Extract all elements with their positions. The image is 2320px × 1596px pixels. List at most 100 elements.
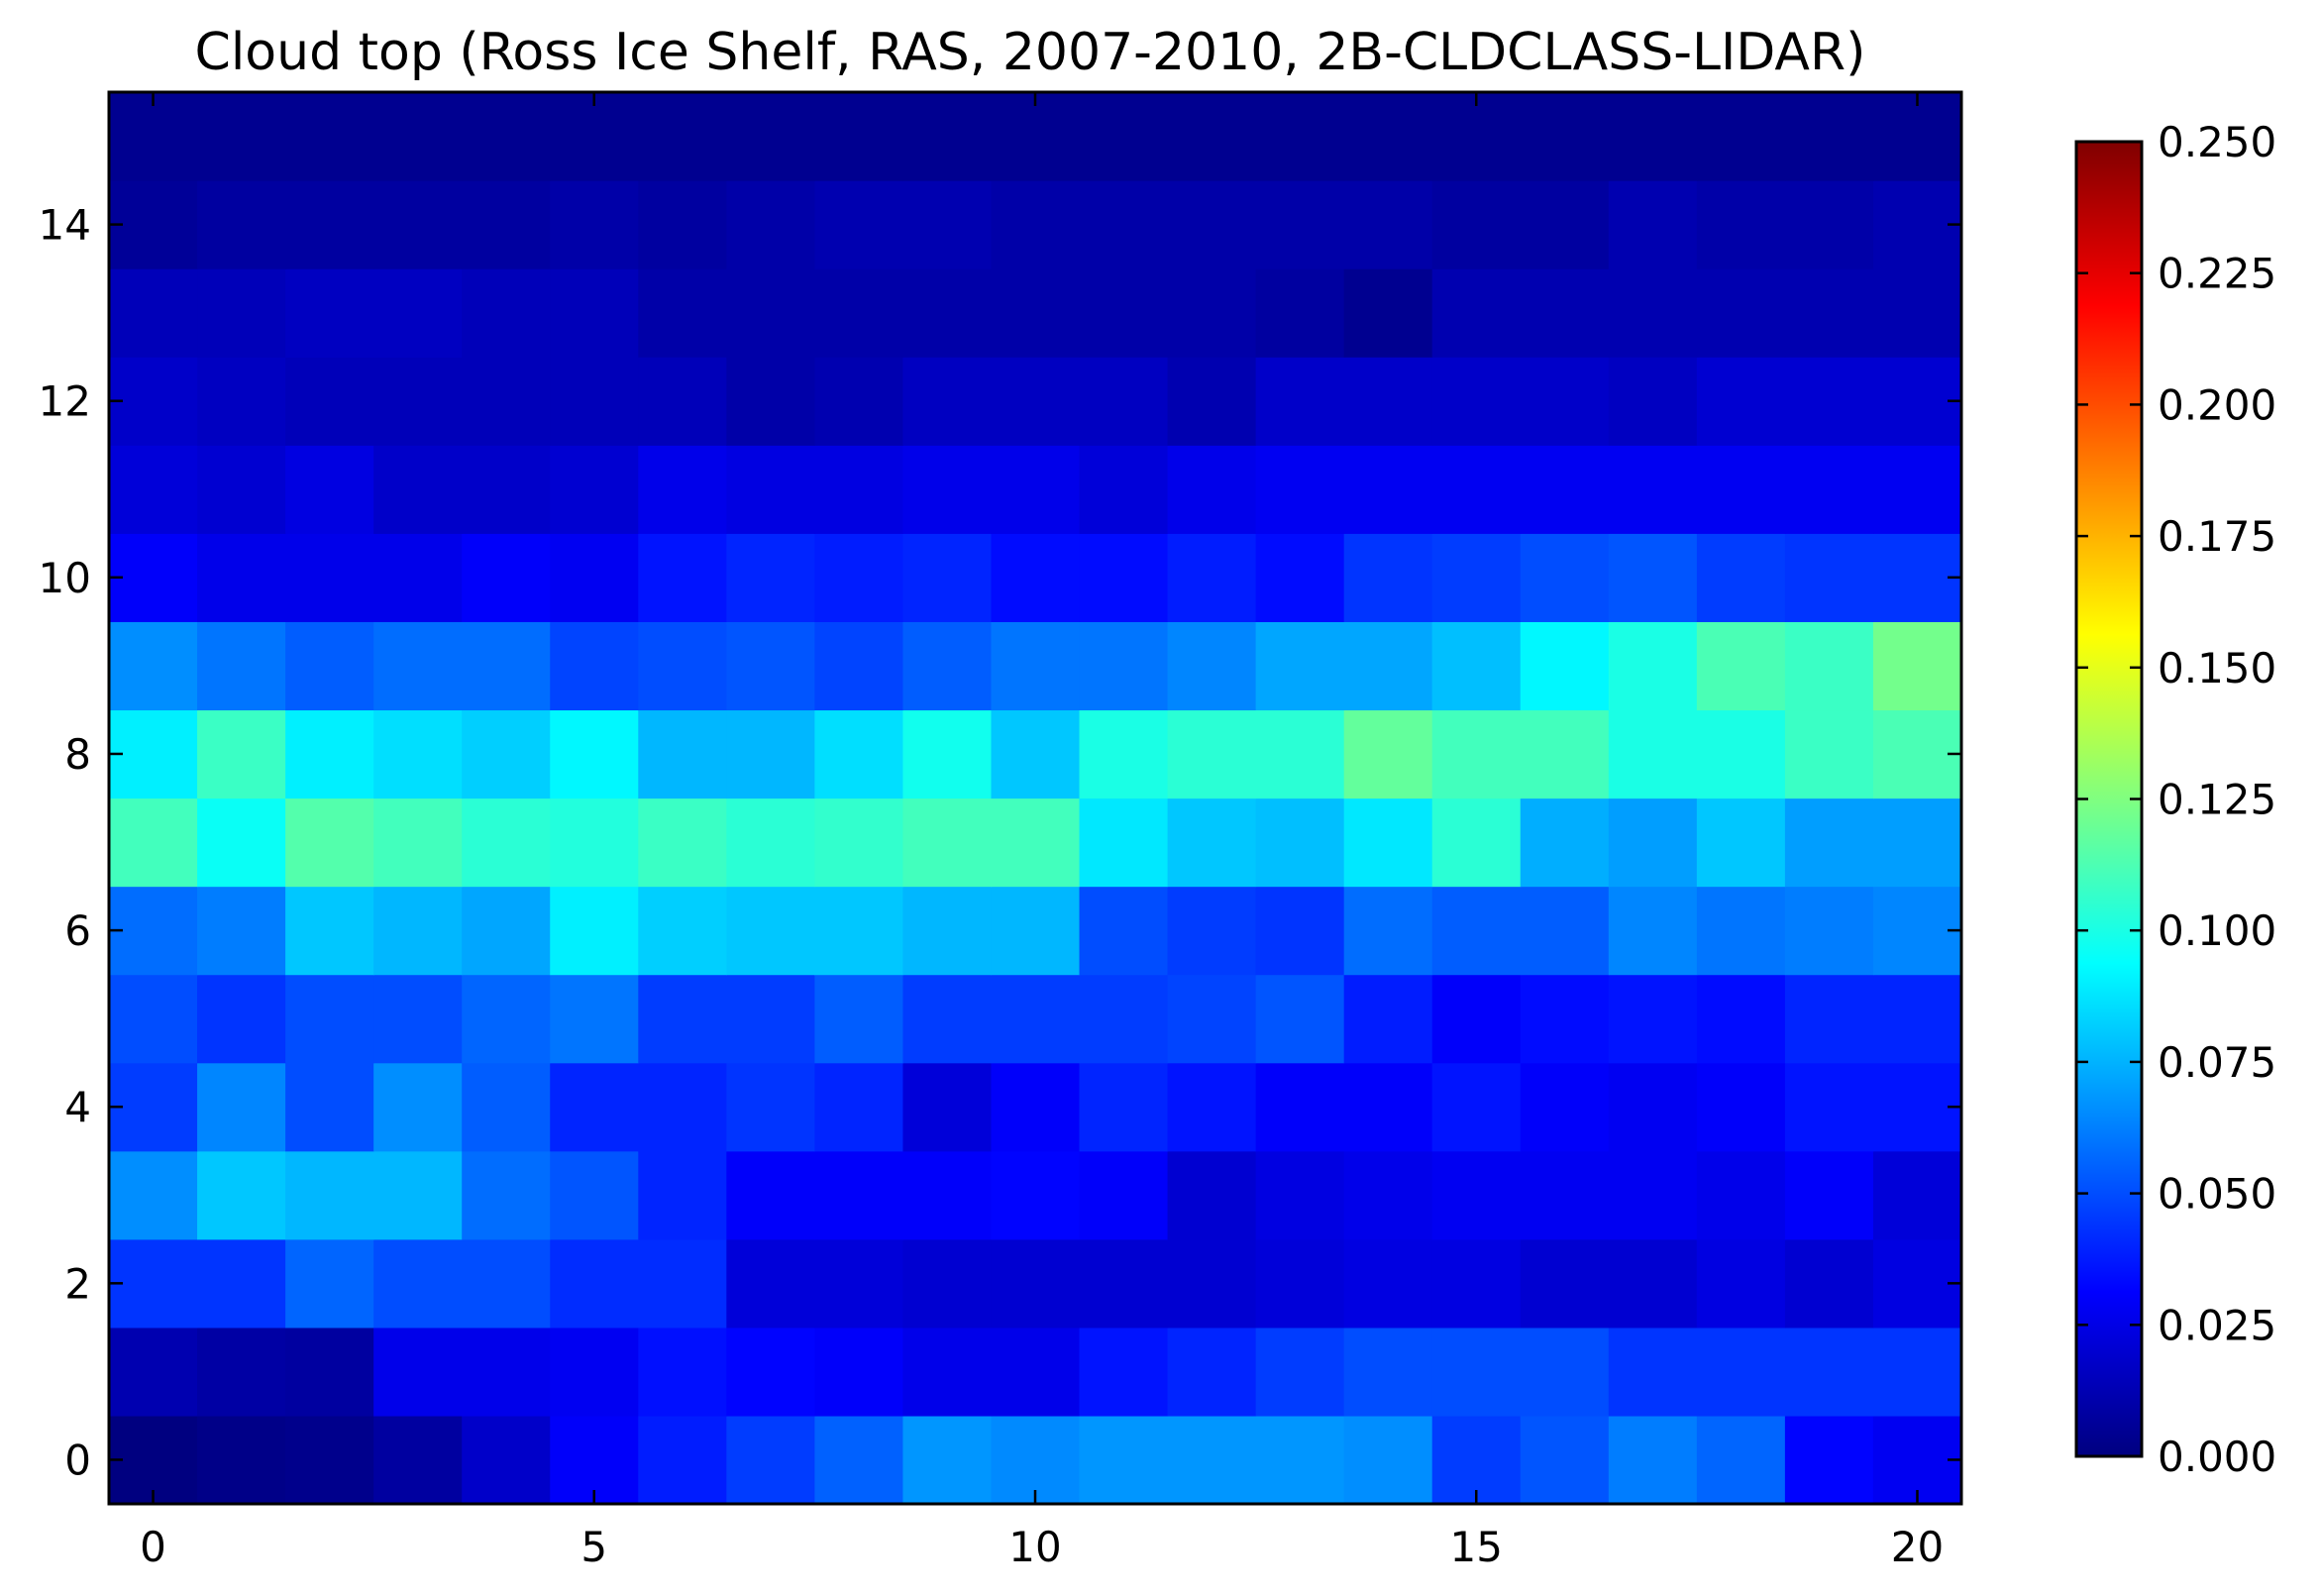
- heatmap-cell: [109, 1238, 198, 1329]
- heatmap-cell: [902, 1327, 993, 1417]
- heatmap-cell: [1255, 621, 1345, 711]
- heatmap-cell: [1872, 268, 1962, 358]
- heatmap-cell: [814, 92, 904, 181]
- heatmap-cell: [726, 1415, 815, 1505]
- heatmap-cell: [902, 974, 993, 1064]
- y-tick-label: 6: [64, 906, 91, 955]
- heatmap-cell: [814, 1238, 904, 1329]
- heatmap-cell: [1520, 1415, 1610, 1505]
- heatmap-cell: [1255, 1062, 1345, 1152]
- heatmap-cell: [1079, 533, 1169, 622]
- heatmap-cell: [726, 445, 815, 534]
- heatmap-cell: [109, 1415, 198, 1505]
- heatmap-cell: [726, 798, 815, 888]
- heatmap-cell: [1872, 1150, 1962, 1240]
- heatmap-cell: [1167, 533, 1257, 622]
- heatmap-cell: [1079, 180, 1169, 269]
- heatmap-cell: [1079, 1327, 1169, 1417]
- heatmap-cell: [1255, 92, 1345, 181]
- heatmap-cell: [1079, 621, 1169, 711]
- heatmap-cell: [726, 180, 815, 269]
- colorbar-tick-label: 0.250: [2158, 118, 2276, 166]
- heatmap-cell: [638, 1238, 727, 1329]
- x-tick-label: 0: [140, 1523, 166, 1571]
- heatmap-cell: [1872, 974, 1962, 1064]
- heatmap-cell: [814, 1150, 904, 1240]
- heatmap-cell: [1167, 268, 1257, 358]
- y-tick-label: 4: [64, 1083, 91, 1131]
- heatmap-cell: [462, 798, 551, 888]
- heatmap-cell: [1608, 974, 1698, 1064]
- heatmap-cell: [285, 1238, 374, 1329]
- heatmap-cell: [462, 180, 551, 269]
- heatmap-cell: [1696, 533, 1786, 622]
- heatmap-cell: [550, 533, 639, 622]
- heatmap-cell: [1696, 357, 1786, 446]
- heatmap-cell: [1784, 92, 1874, 181]
- heatmap-cell: [1431, 1327, 1522, 1417]
- colorbar-tick-label: 0.075: [2158, 1038, 2276, 1087]
- heatmap-cell: [285, 886, 374, 976]
- x-tick-label: 10: [1008, 1523, 1061, 1571]
- heatmap-cell: [1431, 445, 1522, 534]
- heatmap-cell: [1255, 1327, 1345, 1417]
- heatmap-cell: [285, 445, 374, 534]
- heatmap-cell: [373, 180, 463, 269]
- heatmap-cell: [462, 92, 551, 181]
- heatmap-cell: [109, 798, 198, 888]
- heatmap-cell: [285, 180, 374, 269]
- heatmap-cell: [1608, 445, 1698, 534]
- heatmap-cell: [1431, 1238, 1522, 1329]
- heatmap-cell: [1167, 1238, 1257, 1329]
- heatmap-cell: [726, 268, 815, 358]
- heatmap-cell: [902, 886, 993, 976]
- heatmap-cell: [1343, 1415, 1433, 1505]
- heatmap-cell: [1520, 268, 1610, 358]
- heatmap-cell: [726, 621, 815, 711]
- heatmap-cell: [550, 798, 639, 888]
- heatmap-cell: [1079, 268, 1169, 358]
- heatmap-cell: [462, 1415, 551, 1505]
- heatmap-cell: [991, 1150, 1081, 1240]
- heatmap-cell: [1167, 1327, 1257, 1417]
- heatmap-cell: [1608, 621, 1698, 711]
- heatmap-cell: [1696, 1238, 1786, 1329]
- heatmap-cell: [462, 974, 551, 1064]
- heatmap-cell: [1343, 1238, 1433, 1329]
- heatmap-cell: [814, 357, 904, 446]
- heatmap-cell: [1431, 798, 1522, 888]
- heatmap-cell: [1079, 1415, 1169, 1505]
- heatmap-cell: [373, 1327, 463, 1417]
- heatmap-cell: [902, 798, 993, 888]
- heatmap-cell: [285, 1327, 374, 1417]
- heatmap-cell: [1872, 357, 1962, 446]
- y-tick-label: 10: [39, 554, 91, 602]
- heatmap-cell: [1696, 180, 1786, 269]
- heatmap-cell: [373, 798, 463, 888]
- heatmap-cell: [1608, 1327, 1698, 1417]
- heatmap-cell: [638, 533, 727, 622]
- heatmap-cell: [1255, 268, 1345, 358]
- heatmap-cell: [550, 1062, 639, 1152]
- heatmap-cell: [1255, 798, 1345, 888]
- heatmap-cell: [1079, 92, 1169, 181]
- heatmap-cell: [991, 974, 1081, 1064]
- heatmap-cell: [1520, 886, 1610, 976]
- y-tick-label: 0: [64, 1436, 91, 1484]
- heatmap-cell: [726, 1327, 815, 1417]
- heatmap-cell: [1696, 798, 1786, 888]
- heatmap-cell: [109, 621, 198, 711]
- heatmap-cell: [1520, 621, 1610, 711]
- heatmap-cell: [991, 357, 1081, 446]
- heatmap-cell: [638, 798, 727, 888]
- heatmap-cell: [109, 92, 198, 181]
- heatmap-cell: [991, 1415, 1081, 1505]
- heatmap-cell: [1608, 533, 1698, 622]
- colorbar-tick-label: 0.225: [2158, 250, 2276, 298]
- heatmap-cell: [1872, 1327, 1962, 1417]
- heatmap-cell: [1255, 709, 1345, 799]
- heatmap-cell: [109, 709, 198, 799]
- heatmap-cell: [1784, 709, 1874, 799]
- heatmap-cell: [550, 445, 639, 534]
